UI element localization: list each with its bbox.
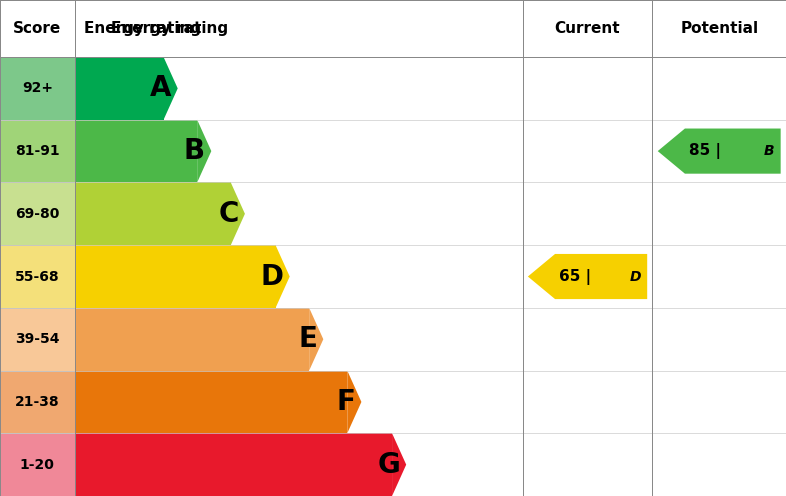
Polygon shape [347, 371, 362, 434]
FancyBboxPatch shape [0, 245, 75, 308]
Text: F: F [336, 388, 355, 416]
Text: D: D [630, 269, 641, 284]
Text: Potential: Potential [680, 21, 758, 36]
FancyBboxPatch shape [75, 434, 392, 496]
Polygon shape [309, 308, 323, 371]
Polygon shape [197, 120, 211, 183]
Text: Current: Current [555, 21, 620, 36]
Text: Score: Score [13, 21, 61, 36]
Polygon shape [528, 254, 647, 299]
FancyBboxPatch shape [75, 183, 231, 245]
Text: E: E [298, 325, 317, 353]
Polygon shape [658, 128, 780, 174]
Polygon shape [231, 183, 245, 245]
Text: Energy rating: Energy rating [111, 21, 228, 36]
FancyBboxPatch shape [75, 120, 197, 183]
Polygon shape [276, 245, 290, 308]
Text: 69-80: 69-80 [15, 207, 60, 221]
Text: D: D [260, 262, 284, 291]
Text: 55-68: 55-68 [15, 269, 60, 284]
Text: 39-54: 39-54 [15, 332, 60, 346]
Text: Energy rating: Energy rating [84, 21, 201, 36]
FancyBboxPatch shape [0, 371, 75, 434]
FancyBboxPatch shape [0, 308, 75, 371]
Polygon shape [392, 434, 406, 496]
Text: A: A [150, 74, 171, 102]
Text: C: C [219, 200, 239, 228]
Text: 81-91: 81-91 [15, 144, 60, 158]
FancyBboxPatch shape [75, 245, 276, 308]
FancyBboxPatch shape [75, 57, 163, 120]
Text: B: B [184, 137, 205, 165]
FancyBboxPatch shape [0, 57, 75, 120]
Text: 21-38: 21-38 [15, 395, 60, 409]
FancyBboxPatch shape [652, 0, 786, 57]
Text: 1-20: 1-20 [20, 458, 55, 472]
FancyBboxPatch shape [0, 120, 75, 183]
Polygon shape [163, 57, 178, 120]
FancyBboxPatch shape [0, 0, 75, 57]
Text: 85 |: 85 | [689, 143, 721, 159]
FancyBboxPatch shape [0, 183, 75, 245]
FancyBboxPatch shape [75, 308, 309, 371]
Text: 92+: 92+ [22, 81, 53, 95]
Text: G: G [377, 451, 400, 479]
FancyBboxPatch shape [523, 0, 652, 57]
Text: B: B [764, 144, 774, 158]
Text: 65 |: 65 | [559, 268, 591, 285]
FancyBboxPatch shape [75, 0, 523, 57]
FancyBboxPatch shape [0, 434, 75, 496]
FancyBboxPatch shape [75, 371, 347, 434]
